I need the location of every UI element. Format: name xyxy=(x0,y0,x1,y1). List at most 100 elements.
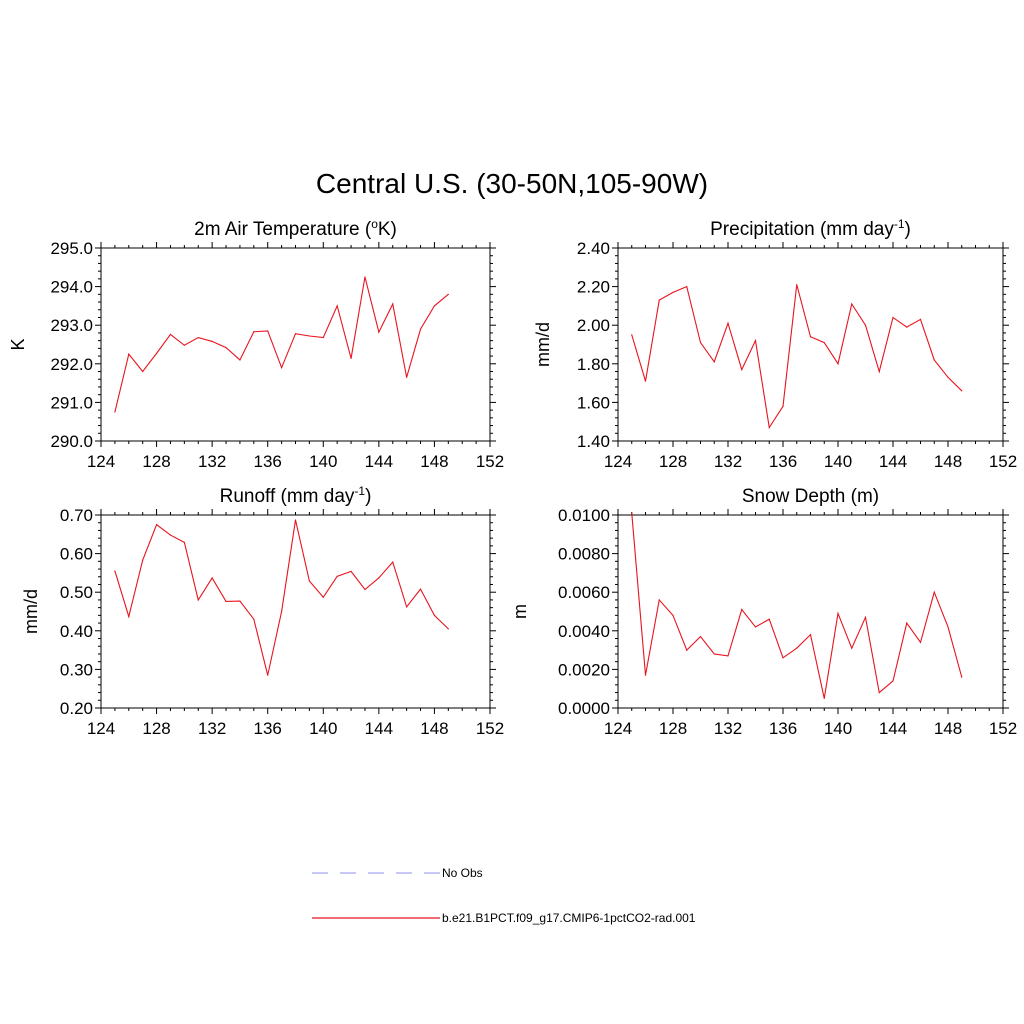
precipitation-data-point xyxy=(782,405,784,407)
runoff-data-point xyxy=(308,580,310,582)
precipitation-data-point xyxy=(823,341,825,344)
runoff-data-point xyxy=(433,614,436,616)
precipitation-data-point xyxy=(754,340,757,342)
temperature-data-point xyxy=(211,340,213,343)
temperature-ytick-label: 294.0 xyxy=(50,278,93,297)
temperature-data-point xyxy=(128,353,130,355)
snow-depth-xtick-label: 148 xyxy=(934,719,962,738)
temperature-data-point xyxy=(155,352,158,354)
runoff-data-point xyxy=(169,534,172,536)
snow-depth-data-point xyxy=(851,647,853,649)
snow-depth-data-point xyxy=(768,618,770,620)
temperature-data-point xyxy=(308,335,310,337)
snow-depth-data-point xyxy=(796,647,798,649)
temperature-data-point xyxy=(433,305,436,307)
runoff-ytick-label: 0.60 xyxy=(60,545,93,564)
runoff-plot-frame xyxy=(100,514,491,709)
temperature-data-point xyxy=(239,359,241,361)
precipitation-data-point xyxy=(837,363,839,365)
snow-depth-data-point xyxy=(864,616,867,618)
snow-depth-data-point xyxy=(809,634,812,636)
runoff-title-suffix: ) xyxy=(365,486,371,507)
temperature-data-point xyxy=(378,331,380,333)
temperature-data-point xyxy=(322,336,324,339)
precipitation-title-suffix: ) xyxy=(905,219,911,240)
temperature-data-point xyxy=(294,333,297,335)
snow-depth-data-point xyxy=(672,614,674,616)
snow-depth-data-point xyxy=(906,622,908,624)
precipitation-data-point xyxy=(809,336,812,338)
figure-title: Central U.S. (30-50N,105-90W) xyxy=(316,168,708,199)
temperature-data-point xyxy=(392,303,394,305)
runoff-data-point xyxy=(336,575,338,577)
temperature-xtick-label: 140 xyxy=(309,452,337,471)
temperature-ylabel: K xyxy=(8,338,28,350)
temperature-data-point xyxy=(419,328,422,330)
temperature-data-point xyxy=(253,331,255,333)
runoff-data-point xyxy=(225,600,227,603)
precipitation-xtick-label: 124 xyxy=(604,452,632,471)
precipitation-data-point xyxy=(699,341,702,344)
precipitation-ytick-label: 2.40 xyxy=(577,239,610,258)
panel-precipitation: Precipitation (mm day-1) mm/d 124 128 132 136… xyxy=(533,217,1017,471)
precipitation-data-point xyxy=(741,368,743,371)
runoff-data-point xyxy=(350,570,352,572)
runoff-xtick-label: 136 xyxy=(254,719,282,738)
temperature-data-point xyxy=(406,376,408,378)
snow-depth-data-point xyxy=(782,657,784,659)
runoff-data-point xyxy=(155,524,158,526)
precipitation-data-point xyxy=(713,361,715,363)
precipitation-ytick-label: 1.40 xyxy=(577,432,610,451)
snow-depth-xtick-label: 124 xyxy=(604,719,632,738)
runoff-ytick-label: 0.20 xyxy=(60,699,93,718)
temperature-xtick-label: 132 xyxy=(198,452,226,471)
runoff-ytick-label: 0.50 xyxy=(60,583,93,602)
runoff-data-point xyxy=(447,628,449,630)
runoff-ytick-label: 0.30 xyxy=(60,660,93,679)
temperature-plot-frame xyxy=(100,247,491,442)
precipitation-title-superscript: -1 xyxy=(894,217,905,231)
runoff-data-point xyxy=(142,559,144,561)
snow-depth-xtick-label: 128 xyxy=(659,719,687,738)
snow-depth-data-point xyxy=(961,676,963,678)
snow-depth-data-point xyxy=(919,641,922,643)
precipitation-ytick-label: 1.60 xyxy=(577,393,610,412)
runoff-xtick-label: 144 xyxy=(365,719,393,738)
runoff-data-point xyxy=(114,570,116,572)
precipitation-data-point xyxy=(631,334,633,336)
temperature-data-point xyxy=(447,293,449,295)
precipitation-xtick-label: 128 xyxy=(659,452,687,471)
precipitation-data-point xyxy=(947,376,949,378)
precipitation-title-text: Precipitation (mm day xyxy=(710,219,894,240)
runoff-xtick-label: 152 xyxy=(476,719,504,738)
snow-depth-data-point xyxy=(686,649,688,651)
temperature-data-point xyxy=(169,333,172,336)
precipitation-xtick-label: 132 xyxy=(714,452,742,471)
legend: No Obs b.e21.B1PCT.f09_g17.CMIP6-1pctCO2… xyxy=(312,866,696,925)
snow-depth-xtick-label: 132 xyxy=(714,719,742,738)
snow-depth-series-line xyxy=(631,513,963,699)
precipitation-data-point xyxy=(878,370,880,373)
snow-depth-xtick-label: 144 xyxy=(879,719,907,738)
temperature-title: 2m Air Temperature (oK) xyxy=(194,217,397,240)
panel-snow-depth: Snow Depth (m) m 124 128 132 136 140 144 148 152 0… xyxy=(510,486,1017,738)
precipitation-data-point xyxy=(933,359,935,361)
snow-depth-data-point xyxy=(741,608,743,611)
snow-depth-data-point xyxy=(837,612,839,615)
temperature-data-point xyxy=(281,367,283,369)
temperature-data-point xyxy=(197,336,199,339)
snow-depth-plot-frame xyxy=(617,514,1004,709)
runoff-data-point xyxy=(364,588,366,591)
precipitation-data-point xyxy=(672,291,674,293)
precipitation-data-point xyxy=(686,286,688,288)
temperature-xtick-label: 136 xyxy=(254,452,282,471)
runoff-ylabel: mm/d xyxy=(21,589,41,634)
snow-depth-xtick-label: 136 xyxy=(769,719,797,738)
precipitation-xtick-label: 140 xyxy=(824,452,852,471)
snow-depth-ytick-label: 0.0040 xyxy=(558,622,610,641)
runoff-data-point xyxy=(267,674,269,676)
panel-runoff: Runoff (mm day-1) mm/d 124 128 132 136 140 144 1… xyxy=(21,484,504,738)
snow-depth-ytick-label: 0.0080 xyxy=(558,545,610,564)
temperature-series-line xyxy=(114,276,449,413)
legend-label-model: b.e21.B1PCT.f09_g17.CMIP6-1pctCO2-rad.00… xyxy=(442,911,696,925)
